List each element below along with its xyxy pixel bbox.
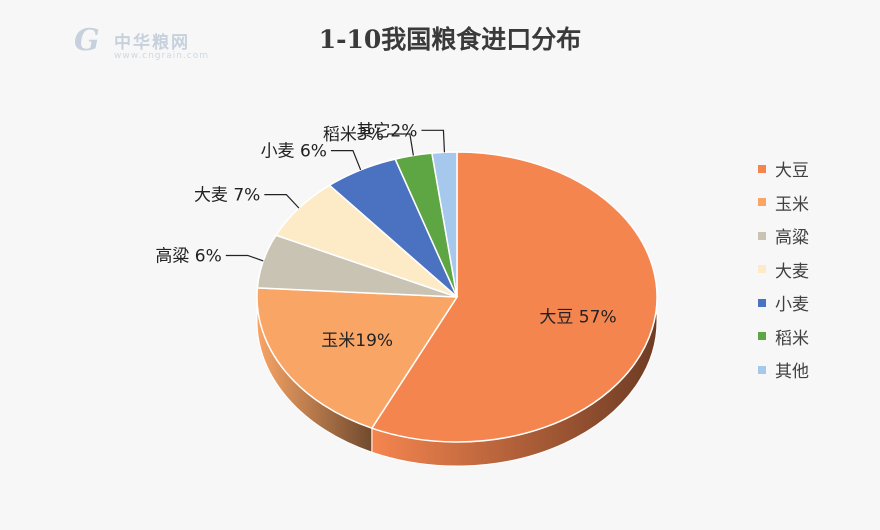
- data-label-大豆: 大豆 57%: [539, 308, 616, 328]
- legend-swatch: [758, 365, 766, 374]
- data-label-大麦: 大麦 7%: [194, 186, 260, 206]
- legend-label: 稻米: [775, 328, 809, 349]
- legend-swatch: [758, 332, 766, 341]
- chart-title: 1-10我国粮食进口分布: [318, 25, 582, 54]
- leader-line-小麦: [330, 150, 362, 171]
- legend-label: 玉米: [775, 194, 809, 215]
- legend-label: 大麦: [775, 261, 809, 282]
- legend-item-大麦: 大麦: [758, 253, 809, 287]
- legend-swatch: [758, 265, 766, 274]
- chart-legend: 大豆玉米高粱大麦小麦稻米其他: [758, 152, 809, 387]
- watermark-url: www.cngrain.com: [114, 51, 209, 61]
- legend-swatch: [758, 231, 766, 240]
- legend-label: 小麦: [775, 295, 809, 316]
- watermark-logo: G 中华粮网 www.cngrain.com: [74, 24, 244, 64]
- legend-item-其他: 其他: [758, 353, 809, 387]
- pie-slice-玉米: [256, 287, 459, 430]
- data-label-玉米: 玉米19%: [321, 331, 393, 351]
- watermark-name: 中华粮网: [114, 33, 190, 53]
- legend-swatch: [758, 298, 766, 307]
- data-label-小麦: 小麦 6%: [261, 142, 327, 162]
- leader-line-其他: [421, 129, 446, 153]
- pie-slice-大豆: [370, 151, 658, 443]
- data-label-高粱: 高粱 6%: [155, 246, 221, 266]
- legend-item-大豆: 大豆: [758, 152, 809, 186]
- watermark-mark: G: [74, 23, 100, 58]
- data-label-其他: 其它2%: [356, 121, 417, 141]
- pie-data-labels: 大豆 57% 玉米19% 高粱 6% 大麦 7% 小麦 6%稻米3%其它2%: [155, 121, 616, 350]
- legend-swatch: [758, 198, 766, 207]
- legend-swatch: [758, 164, 766, 173]
- legend-item-稻米: 稻米: [758, 320, 809, 354]
- legend-item-高粱: 高粱: [758, 219, 809, 253]
- leader-line-大麦: [264, 194, 300, 209]
- leader-line-稻米: [387, 133, 414, 156]
- pie-slices: [256, 151, 658, 443]
- legend-label: 高粱: [775, 228, 809, 249]
- legend-label: 大豆: [775, 161, 809, 182]
- legend-item-玉米: 玉米: [758, 186, 809, 220]
- leader-line-高粱: [225, 254, 264, 262]
- legend-label: 其他: [775, 362, 809, 383]
- data-label-稻米: 稻米3%: [323, 125, 384, 145]
- legend-item-小麦: 小麦: [758, 286, 809, 320]
